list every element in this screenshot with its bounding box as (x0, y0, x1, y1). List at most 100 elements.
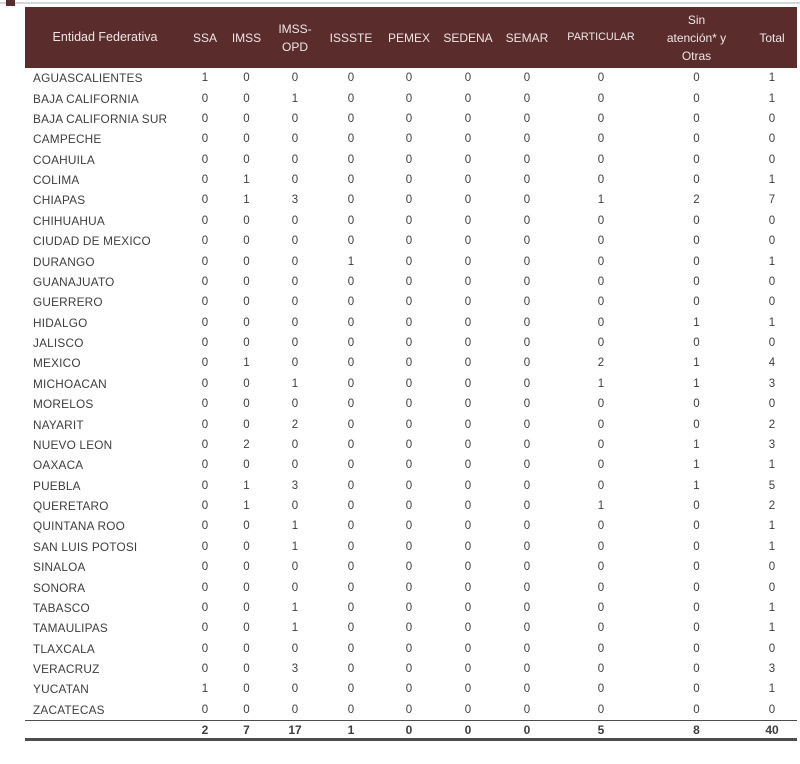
table-body: AGUASCALIENTES 1 0 0 0 0 0 0 0 0 1 BAJA CALIFORNIA 0… (25, 68, 797, 721)
value-cell-pemex: 0 (405, 703, 413, 716)
value-cell-issste: 0 (347, 337, 355, 350)
value-cell-total: 1 (768, 622, 776, 635)
value-cell-sin-atencion-otras: 0 (693, 296, 700, 309)
value-cell-ssa: 0 (201, 337, 209, 350)
value-cell-issste: 1 (347, 255, 355, 268)
value-cell-issste: 0 (347, 663, 355, 676)
value-cell-imss-opd: 0 (291, 561, 299, 574)
value-cell-semar: 0 (523, 581, 531, 594)
table-row: MICHOACAN 0 0 1 0 0 0 0 1 1 3 (25, 374, 797, 394)
value-cell-ssa: 0 (201, 235, 209, 248)
value-cell-ssa: 0 (201, 520, 209, 533)
state-name-cell: NUEVO LEON (33, 437, 113, 452)
table-row: MORELOS 0 0 0 0 0 0 0 0 0 0 (25, 394, 797, 414)
value-cell-imss-opd: 0 (291, 357, 299, 370)
value-cell-sedena: 0 (464, 174, 472, 187)
value-cell-sedena: 0 (464, 398, 472, 411)
state-name-cell: BAJA CALIFORNIA SUR (33, 111, 168, 126)
value-cell-imss: 0 (243, 561, 250, 574)
value-cell-sin-atencion-otras: 0 (693, 255, 700, 268)
value-cell-particular: 0 (597, 235, 605, 248)
value-cell-particular: 2 (597, 357, 605, 370)
value-cell-pemex: 0 (405, 92, 413, 105)
table-row: SONORA 0 0 0 0 0 0 0 0 0 0 (25, 577, 797, 597)
value-cell-issste: 0 (347, 235, 355, 248)
state-name-cell: QUERETARO (33, 499, 109, 514)
value-cell-imss: 2 (243, 438, 250, 451)
value-cell-sin-atencion-otras: 0 (693, 703, 700, 716)
value-cell-sin-atencion-otras: 1 (693, 316, 700, 329)
value-cell-ssa: 1 (201, 72, 209, 85)
value-cell-issste: 0 (347, 357, 355, 370)
value-cell-sedena: 0 (464, 622, 472, 635)
value-cell-issste: 0 (347, 174, 355, 187)
table-row: SAN LUIS POTOSI 0 0 1 0 0 0 0 0 0 1 (25, 537, 797, 557)
value-cell-particular: 0 (597, 520, 605, 533)
value-cell-semar: 0 (523, 316, 531, 329)
table-row: COAHUILA 0 0 0 0 0 0 0 0 0 0 (25, 150, 797, 170)
value-cell-imss: 0 (243, 316, 250, 329)
value-cell-semar: 0 (523, 174, 531, 187)
value-cell-sin-atencion-otras: 0 (693, 520, 700, 533)
value-cell-ssa: 0 (201, 316, 209, 329)
state-name-cell: NAYARIT (33, 417, 84, 432)
value-cell-issste: 0 (347, 194, 355, 207)
value-cell-total: 5 (768, 479, 776, 492)
state-name-cell: YUCATAN (33, 682, 90, 697)
value-cell-sin-atencion-otras: 0 (693, 133, 700, 146)
value-cell-total: 0 (768, 398, 776, 411)
total-cell-semar: 0 (498, 720, 556, 741)
value-cell-particular: 0 (597, 174, 605, 187)
value-cell-total: 1 (768, 316, 776, 329)
value-cell-ssa: 0 (201, 275, 209, 288)
value-cell-total: 0 (768, 337, 776, 350)
value-cell-sin-atencion-otras: 0 (693, 398, 700, 411)
value-cell-imss: 0 (243, 581, 250, 594)
column-header-pemex: PEMEX (380, 7, 438, 68)
value-cell-issste: 0 (347, 500, 355, 513)
total-cell-issste: 1 (322, 720, 380, 741)
value-cell-total: 0 (768, 214, 776, 227)
value-cell-ssa: 0 (201, 377, 209, 390)
value-cell-sedena: 0 (464, 500, 472, 513)
value-cell-semar: 0 (523, 337, 531, 350)
value-cell-pemex: 0 (405, 235, 413, 248)
total-cell-particular: 5 (556, 720, 646, 741)
value-cell-sin-atencion-otras: 0 (693, 683, 700, 696)
table-row: YUCATAN 1 0 0 0 0 0 0 0 0 1 (25, 679, 797, 699)
value-cell-issste: 0 (347, 601, 355, 614)
value-cell-issste: 0 (347, 398, 355, 411)
value-cell-total: 2 (768, 418, 776, 431)
value-cell-sedena: 0 (464, 255, 472, 268)
value-cell-pemex: 0 (405, 642, 413, 655)
state-name-cell: SONORA (33, 580, 86, 595)
column-header-sedena: SEDENA (438, 7, 498, 68)
table-row: AGUASCALIENTES 1 0 0 0 0 0 0 0 0 1 (25, 68, 797, 88)
total-cell-imss: 7 (225, 720, 268, 741)
value-cell-particular: 0 (597, 459, 605, 472)
column-header-total: Total (747, 7, 797, 68)
value-cell-sedena: 0 (464, 601, 472, 614)
value-cell-pemex: 0 (405, 520, 413, 533)
value-cell-pemex: 0 (405, 601, 413, 614)
value-cell-semar: 0 (523, 275, 531, 288)
state-name-cell: TAMAULIPAS (33, 621, 108, 636)
state-name-cell: DURANGO (33, 254, 95, 269)
value-cell-particular: 0 (597, 337, 605, 350)
value-cell-sin-atencion-otras: 0 (693, 642, 700, 655)
value-cell-imss-opd: 1 (291, 540, 299, 553)
value-cell-sedena: 0 (464, 540, 472, 553)
top-divider (0, 2, 800, 4)
table-row: JALISCO 0 0 0 0 0 0 0 0 0 0 (25, 333, 797, 353)
state-name-cell: ZACATECAS (33, 702, 105, 717)
value-cell-issste: 0 (347, 683, 355, 696)
state-name-cell: CAMPECHE (33, 132, 102, 147)
value-cell-sin-atencion-otras: 0 (693, 112, 700, 125)
value-cell-pemex: 0 (405, 561, 413, 574)
value-cell-sin-atencion-otras: 0 (693, 92, 700, 105)
state-name-cell: SINALOA (33, 560, 86, 575)
value-cell-particular: 1 (597, 377, 605, 390)
value-cell-semar: 0 (523, 214, 531, 227)
table-row: CHIAPAS 0 1 3 0 0 0 0 1 2 7 (25, 190, 797, 210)
state-name-cell: PUEBLA (33, 478, 81, 493)
